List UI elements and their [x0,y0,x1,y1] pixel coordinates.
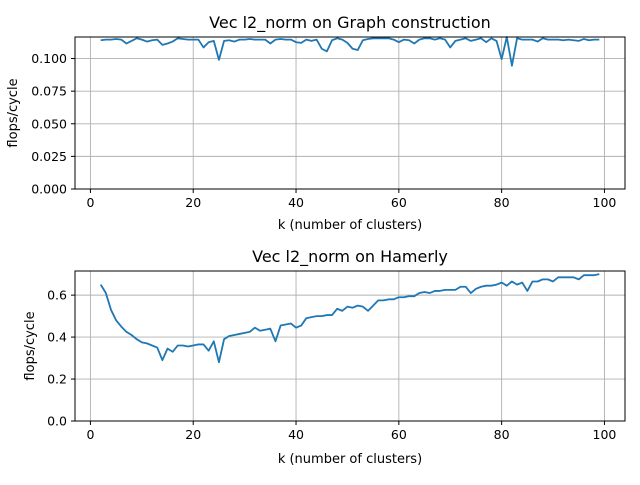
ticks: 0 20 40 60 80 100 0.0 0.2 0.4 0.6 [47,288,616,442]
series-layer [99,273,600,364]
chart-graph-construction: Vec l2_norm on Graph construction 0 20 40 6… [6,13,626,233]
y-tick-label: 0.4 [47,330,67,345]
y-tick-label: 0.025 [31,149,67,164]
plot-frame [74,270,626,422]
y-tick-label: 0.100 [31,51,67,66]
x-tick-label: 0 [86,195,94,210]
x-tick-label: 40 [288,195,304,210]
series-layer [100,36,600,67]
y-tick-label: 0.2 [47,372,67,387]
x-axis-label: k (number of clusters) [278,452,422,467]
x-tick-label: 80 [494,195,510,210]
y-tick-label: 0.6 [47,288,67,303]
y-tick-label: 0.0 [47,414,67,429]
ticks: 0 20 40 60 80 100 0.000 0.025 0.050 0.075 0.100 [31,51,616,210]
y-axis-label: flops/cycle [6,78,21,147]
y-tick-label: 0.050 [31,116,67,131]
x-tick-label: 60 [391,427,407,442]
x-tick-label: 0 [86,427,94,442]
plot-frame [74,36,626,190]
y-tick-label: 0.000 [31,182,67,197]
x-tick-label: 60 [391,195,407,210]
x-tick-label: 40 [288,427,304,442]
y-axis-label: flops/cycle [23,311,38,380]
x-tick-label: 100 [593,195,617,210]
series-line [99,273,600,364]
chart-title: Vec l2_norm on Hamerly [252,247,448,267]
x-tick-label: 100 [593,427,617,442]
x-tick-label: 20 [185,427,201,442]
series-line [100,36,600,67]
x-tick-label: 80 [494,427,510,442]
y-tick-label: 0.075 [31,84,67,99]
chart-title: Vec l2_norm on Graph construction [209,13,491,33]
x-axis-label: k (number of clusters) [278,218,422,233]
x-tick-label: 20 [185,195,201,210]
chart-hamerly: Vec l2_norm on Hamerly 0 20 40 60 80 100 0.0 0.… [23,247,626,467]
